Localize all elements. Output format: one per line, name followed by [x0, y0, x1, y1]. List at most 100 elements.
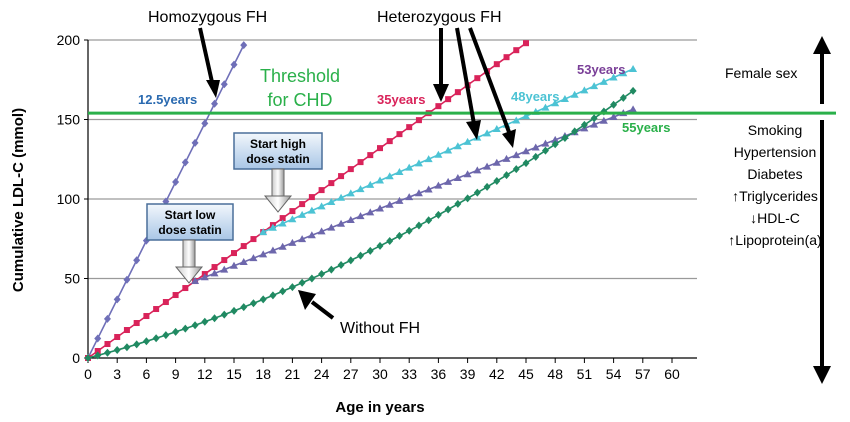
series-1-point-9 [172, 292, 179, 299]
series-4-point-30 [376, 241, 384, 250]
series-4-point-5 [133, 340, 141, 349]
series-4-point-4 [123, 343, 131, 352]
risk-factor-4: ↓HDL-C [750, 210, 800, 226]
series-3-point-45 [629, 105, 638, 113]
y-tick-100: 100 [57, 191, 81, 207]
x-tick-60: 60 [664, 366, 680, 382]
series-1-point-6 [143, 313, 150, 320]
homozygous-arrowhead [206, 80, 220, 98]
threshold-label-1: Threshold [260, 66, 340, 86]
series-1-point-1 [94, 348, 101, 355]
series-2-point-3 [288, 215, 297, 223]
series-3-point-6 [249, 254, 258, 262]
series-2-point-14 [395, 167, 404, 175]
series-4-point-12 [201, 317, 209, 326]
series-2-point-10 [356, 185, 365, 193]
series-3-point-34 [522, 147, 530, 155]
x-tick-30: 30 [372, 366, 388, 382]
start-low-callout: Start low dose statin [146, 203, 234, 284]
heterozygous-label: Heterozygous FH [377, 9, 502, 26]
series-2-point-13 [385, 172, 394, 180]
series-4-point-13 [211, 314, 219, 323]
series-1-point-16 [240, 243, 247, 250]
series-4-point-22 [298, 278, 306, 287]
series-2-point-29 [541, 103, 550, 111]
series-3-point-8 [268, 246, 277, 254]
series-1-point-28 [357, 159, 364, 166]
x-tick-24: 24 [314, 366, 330, 382]
x-tick-33: 33 [401, 366, 417, 382]
series-1-point-30 [377, 145, 383, 152]
series-3-point-1 [200, 273, 209, 281]
series-4-point-1 [94, 351, 102, 360]
series-4 [84, 86, 637, 362]
series-2-point-32 [570, 90, 579, 98]
series-3-point-27 [453, 174, 462, 182]
series-3-point-14 [327, 223, 336, 231]
series-2-point-27 [522, 112, 530, 120]
het-arrow-2-head [466, 120, 481, 140]
series-4-point-28 [357, 251, 365, 260]
without-fh-arrowhead [298, 290, 316, 310]
series-3-point-0 [191, 277, 200, 285]
series-3-point-11 [298, 235, 307, 243]
series-1-point-45 [523, 40, 529, 47]
risk-factor-list: Smoking Hypertension Diabetes ↑Triglyceride… [728, 122, 821, 248]
y-tick-200: 200 [57, 32, 81, 48]
series-2-point-15 [405, 163, 414, 171]
series-3-point-26 [444, 177, 453, 185]
series-2-point-6 [317, 202, 326, 210]
series-0-point-4 [123, 275, 131, 284]
series-1-point-43 [503, 54, 510, 61]
series-2-point-31 [560, 94, 569, 102]
series-2-point-19 [444, 146, 453, 154]
x-tick-57: 57 [635, 366, 651, 382]
series-2-point-34 [590, 82, 599, 90]
series-2-point-26 [512, 116, 521, 124]
series-4-point-44 [512, 165, 520, 174]
series-4-point-11 [191, 321, 199, 330]
series-2-point-18 [434, 150, 443, 158]
series-4-point-7 [152, 334, 160, 343]
start-high-box [233, 132, 323, 170]
series-3-point-7 [259, 250, 268, 258]
start-high-line1: Start high [250, 137, 306, 151]
series-4-point-26 [337, 260, 345, 269]
series-2-point-37 [619, 69, 628, 77]
series-0-point-5 [133, 256, 141, 265]
start-high-arrow-head [263, 195, 293, 213]
series-0-point-11 [191, 138, 199, 147]
series-3-line [194, 108, 634, 282]
years-label-12-5: 12.5years [138, 92, 197, 107]
series-3-point-42 [599, 116, 608, 124]
y-tick-50: 50 [64, 271, 80, 287]
series-1-point-4 [123, 327, 130, 334]
series-1-point-21 [289, 208, 296, 215]
series-2 [259, 64, 638, 236]
series-2-point-38 [629, 64, 638, 72]
x-tick-0: 0 [84, 366, 92, 382]
series-1-point-29 [367, 152, 374, 159]
series-0-point-2 [103, 314, 111, 323]
series-3-point-30 [483, 162, 492, 170]
y-tick-150: 150 [57, 112, 81, 128]
start-low-arrow-head [174, 266, 204, 284]
series-0-point-3 [113, 295, 121, 304]
series-2-point-1 [268, 223, 277, 231]
series-4-point-34 [415, 221, 423, 230]
series-3-point-41 [590, 120, 599, 128]
risk-factor-2: Diabetes [747, 166, 802, 182]
series-2-point-16 [414, 159, 423, 167]
series-4-point-35 [425, 216, 433, 225]
series-4-point-32 [395, 231, 403, 240]
series-4-point-17 [249, 299, 257, 308]
series-0-point-13 [211, 99, 219, 108]
series-3-point-17 [356, 212, 365, 220]
series-1-point-23 [308, 194, 315, 201]
series-1-point-27 [347, 166, 354, 173]
series-3-point-15 [337, 219, 346, 227]
series-4-point-0 [84, 354, 92, 362]
x-tick-36: 36 [431, 366, 447, 382]
series-3-point-4 [230, 261, 238, 269]
